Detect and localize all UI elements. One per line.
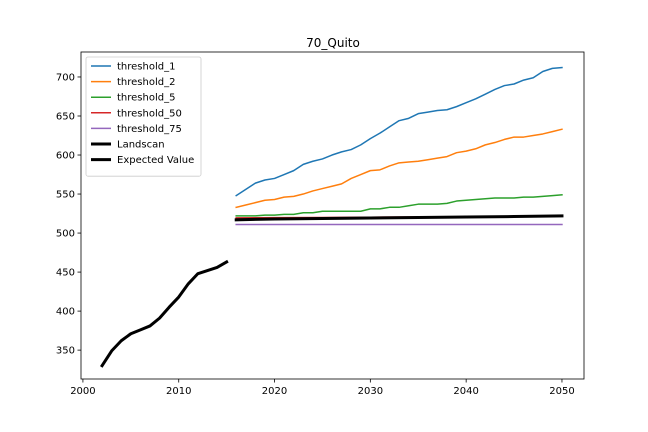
- y-tick-label: 450: [56, 268, 75, 279]
- y-tick-label: 650: [56, 111, 75, 122]
- legend-box: [85, 56, 202, 177]
- series-layer: [100, 66, 564, 368]
- legend-label-4: threshold_50: [117, 108, 182, 119]
- series-line-6: [100, 259, 229, 368]
- x-tick-label: 2040: [453, 386, 478, 397]
- legend-label-6: Landscan: [117, 140, 165, 151]
- x-tick-label: 2050: [549, 386, 574, 397]
- y-tick-label: 500: [56, 229, 75, 240]
- legend-label-5: threshold_75: [117, 124, 182, 135]
- y-tick-label: 700: [56, 72, 75, 83]
- series-line-1: [235, 66, 563, 197]
- y-tick-label: 400: [56, 307, 75, 318]
- legend-label-2: threshold_2: [117, 77, 175, 88]
- y-tick-label: 350: [56, 346, 75, 357]
- y-tick-label: 600: [56, 151, 75, 162]
- series-line-2: [235, 128, 563, 209]
- series-line-3: [235, 194, 563, 217]
- ticks-layer: 2000 2010 2020 2030 2040 2050 350 400 450 500 550 6…: [56, 72, 575, 397]
- chart-title: 70_Quito: [306, 36, 360, 50]
- x-tick-label: 2000: [70, 386, 95, 397]
- axes-layer: [80, 51, 585, 380]
- series-line-7: [234, 214, 564, 222]
- x-tick-label: 2020: [262, 386, 287, 397]
- legend-label-1: threshold_1: [117, 62, 175, 73]
- legend-label-7: Expected Value: [117, 155, 194, 166]
- x-tick-label: 2030: [358, 386, 383, 397]
- legend: threshold_1 threshold_2 threshold_5thresho…: [85, 56, 202, 177]
- legend-label-3: threshold_5: [117, 93, 175, 104]
- plot-frame: [80, 51, 585, 380]
- x-tick-label: 2010: [166, 386, 191, 397]
- y-tick-label: 550: [56, 190, 75, 201]
